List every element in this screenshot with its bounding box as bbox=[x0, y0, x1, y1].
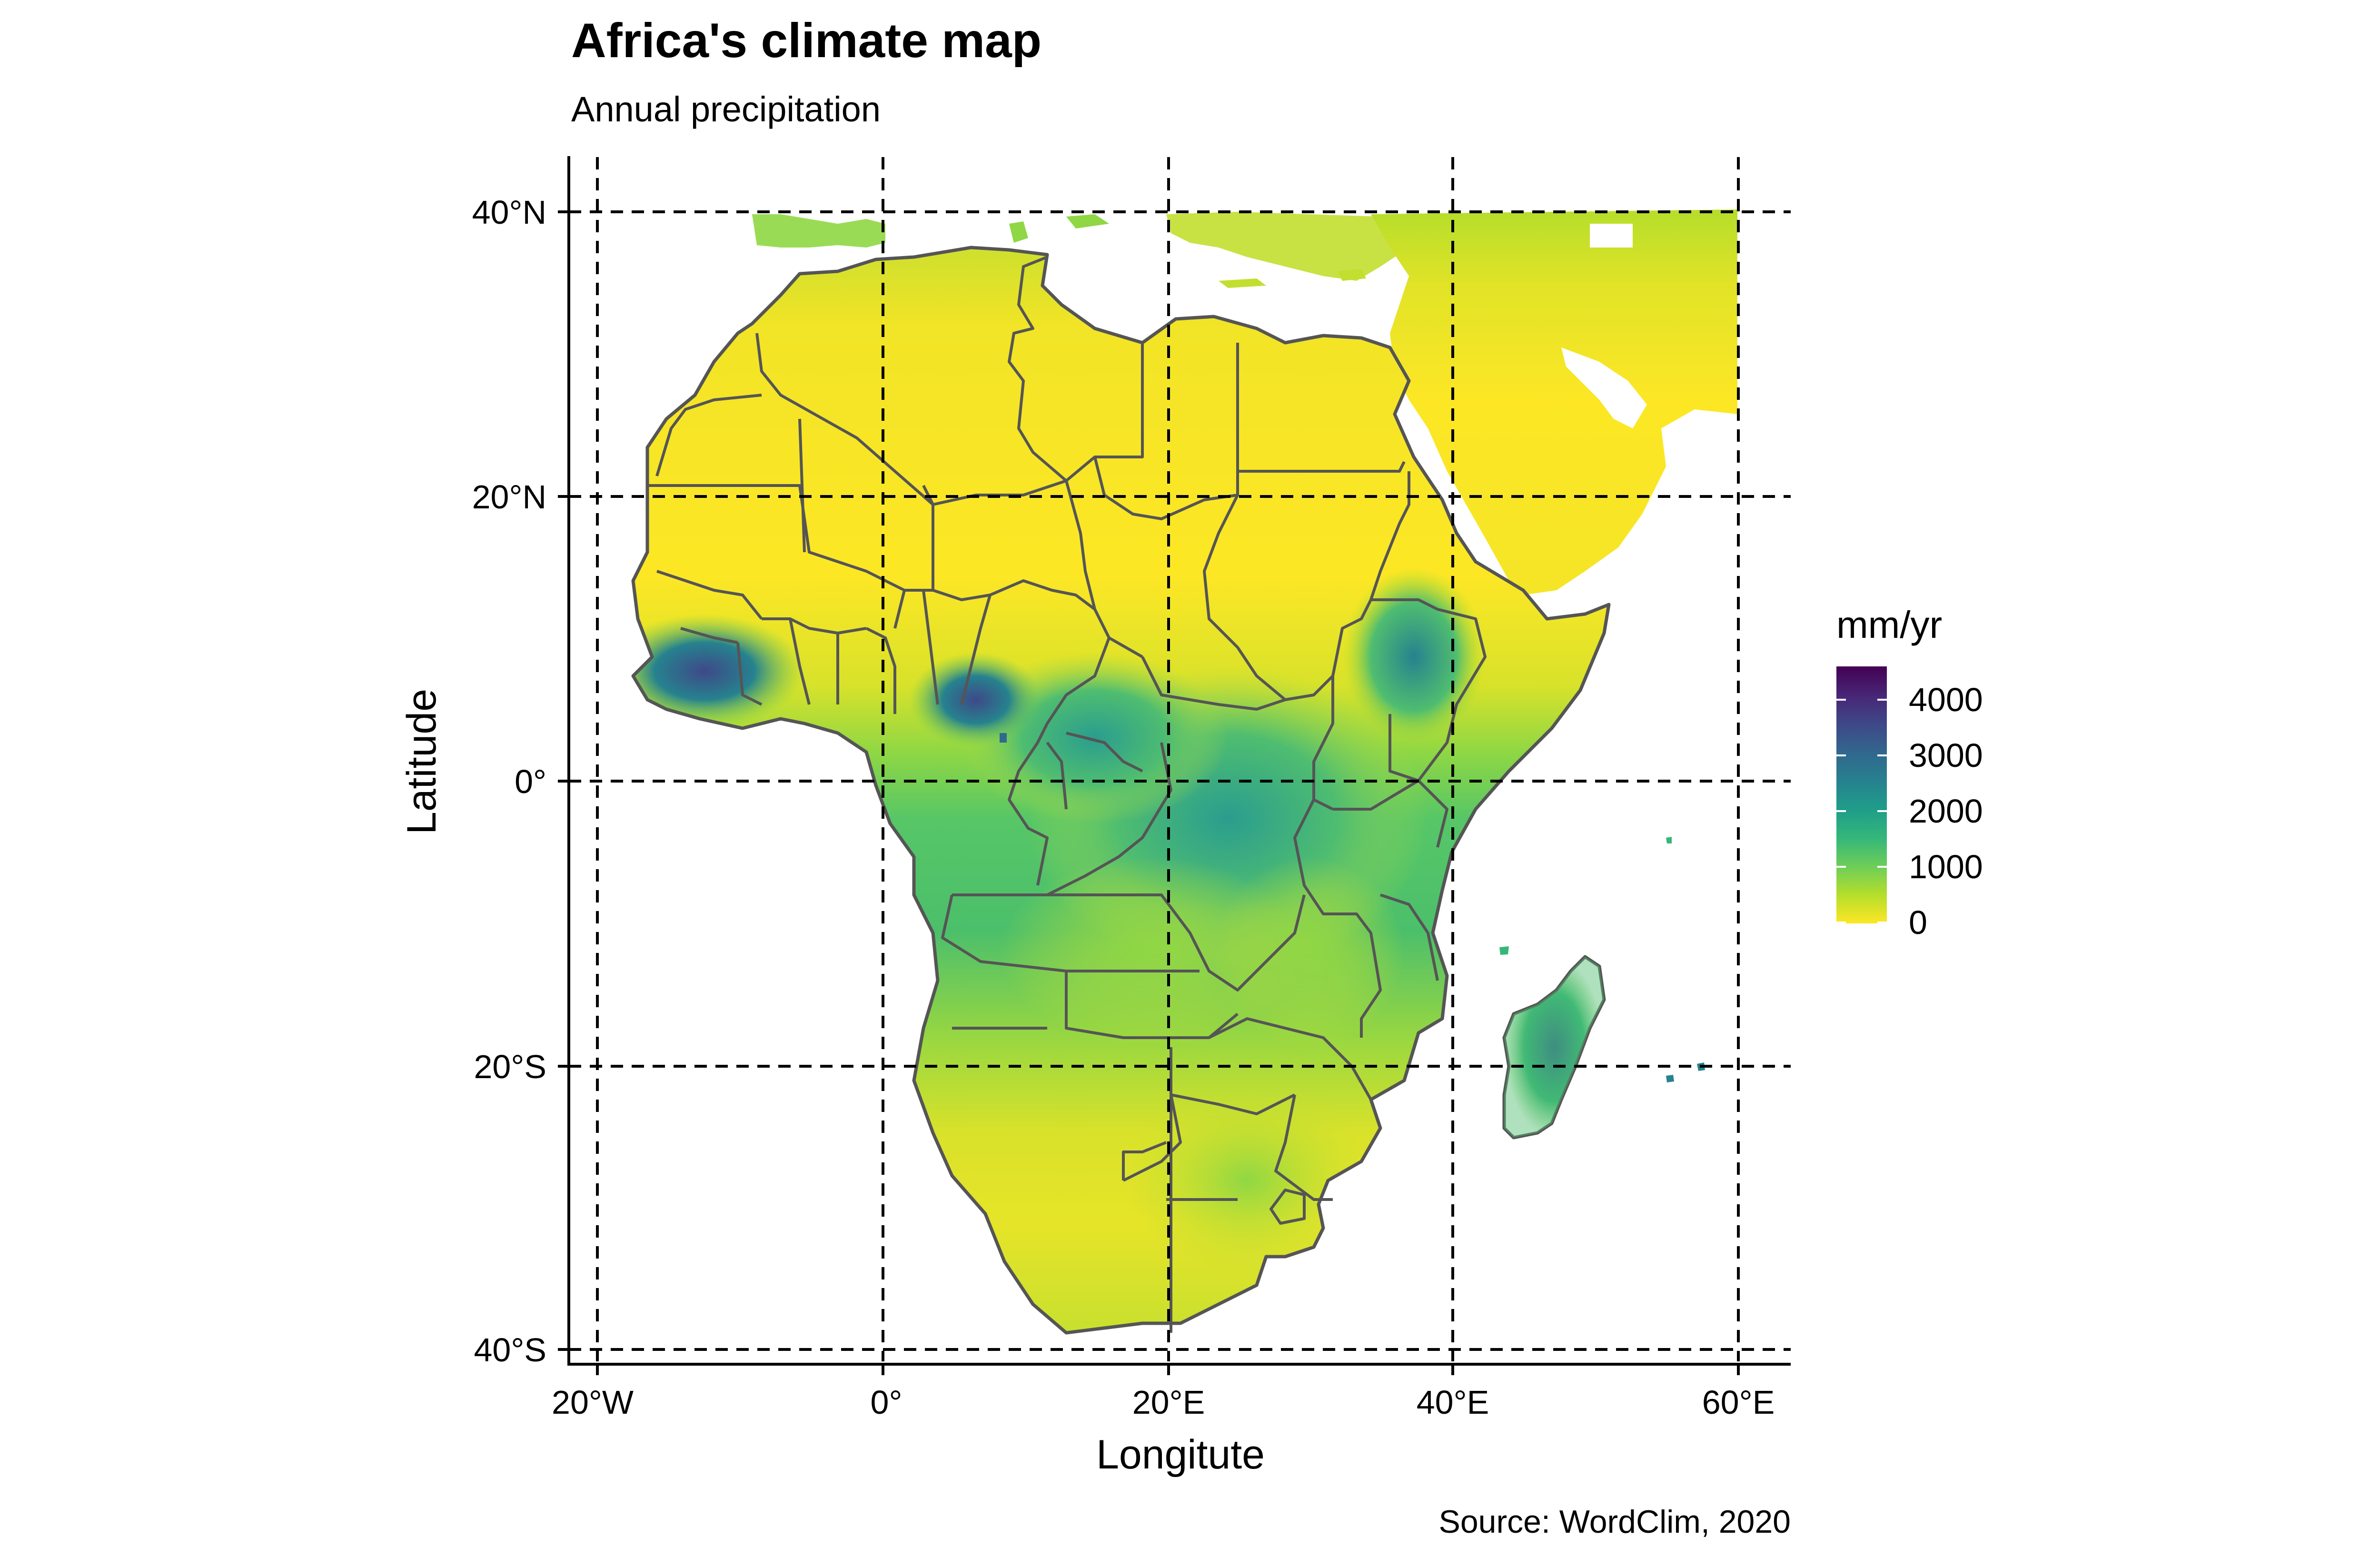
x-tick-labels: 20°W 0° 20°E 40°E 60°E bbox=[552, 1384, 1775, 1421]
sicily-island bbox=[1066, 214, 1109, 228]
y-tick-label: 40°S bbox=[474, 1331, 546, 1368]
y-tick-label: 20°S bbox=[474, 1048, 546, 1085]
reunion-island bbox=[1666, 1075, 1674, 1082]
bioko-island bbox=[1000, 733, 1007, 743]
persian-gulf-water bbox=[1561, 347, 1647, 428]
southern-europe-landmass bbox=[752, 214, 885, 248]
crete-island bbox=[1219, 278, 1266, 288]
y-tick-label: 0° bbox=[515, 763, 546, 800]
x-tick-label: 20°E bbox=[1132, 1384, 1205, 1421]
legend-tick-label: 2000 bbox=[1909, 793, 1983, 830]
red-sea-water bbox=[1371, 362, 1485, 571]
seychelles-island bbox=[1666, 837, 1672, 843]
legend: mm/yr 4000 3000 2000 1000 0 bbox=[1836, 604, 1983, 941]
cyprus-island bbox=[1338, 269, 1366, 281]
x-axis-title: Longitute bbox=[1096, 1432, 1265, 1478]
legend-tick-label: 3000 bbox=[1909, 737, 1983, 774]
y-tick-label: 40°N bbox=[472, 194, 546, 231]
source-caption: Source: WordClim, 2020 bbox=[1439, 1504, 1791, 1540]
graticule bbox=[569, 157, 1791, 1361]
x-tick-label: 60°E bbox=[1702, 1384, 1775, 1421]
map-title: Africa's climate map bbox=[571, 13, 1041, 68]
madagascar-island bbox=[1502, 955, 1606, 1140]
legend-tick-label: 1000 bbox=[1909, 848, 1983, 885]
y-tick-labels: 40°N 20°N 0° 20°S 40°S bbox=[472, 194, 546, 1368]
arabian-peninsula-landmass bbox=[1371, 209, 1737, 595]
x-tick-label: 40°E bbox=[1417, 1384, 1489, 1421]
africa-outline bbox=[631, 246, 1611, 1335]
x-tick-label: 0° bbox=[871, 1384, 902, 1421]
legend-tick-label: 4000 bbox=[1909, 681, 1983, 718]
sardinia-island bbox=[1009, 221, 1028, 243]
greece-turkey-landmass bbox=[1166, 212, 1409, 281]
madagascar-base-fill bbox=[1504, 957, 1604, 1138]
plot-panel bbox=[631, 209, 1737, 1335]
cyprus-data-gap bbox=[1590, 224, 1633, 248]
legend-colorbar bbox=[1836, 666, 1887, 923]
y-axis-title: Latitude bbox=[399, 689, 445, 834]
axes bbox=[558, 156, 1791, 1375]
y-tick-label: 20°N bbox=[472, 478, 546, 516]
x-tick-label: 20°W bbox=[552, 1384, 634, 1421]
comoros-island bbox=[1499, 946, 1509, 955]
legend-title: mm/yr bbox=[1836, 604, 1942, 646]
map-subtitle: Annual precipitation bbox=[571, 89, 881, 129]
legend-tick-label: 0 bbox=[1909, 904, 1927, 941]
